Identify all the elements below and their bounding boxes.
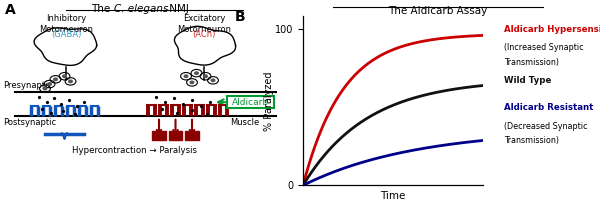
X-axis label: Time: Time [380,191,406,201]
Y-axis label: % Paralyzed: % Paralyzed [263,71,274,131]
Text: (Increased Synaptic: (Increased Synaptic [504,43,584,52]
Circle shape [204,75,208,77]
Text: Aldicarb Hypersensitive: Aldicarb Hypersensitive [504,25,600,34]
Text: (GABA): (GABA) [51,30,81,39]
Text: The: The [91,4,114,14]
Circle shape [54,78,58,81]
Text: B: B [235,10,245,24]
Circle shape [63,75,67,77]
Circle shape [43,87,47,90]
Text: C. elegans: C. elegans [114,4,169,14]
Bar [152,131,166,140]
Text: Hypercontraction → Paralysis: Hypercontraction → Paralysis [73,146,197,155]
Text: Excitatory
Motorneuron: Excitatory Motorneuron [177,14,231,34]
Text: The Aldicarb Assay: The Aldicarb Assay [388,6,488,16]
Bar [169,131,182,140]
Text: Wild Type: Wild Type [504,76,551,85]
Text: Aldicarb Resistant: Aldicarb Resistant [504,103,593,112]
Text: Aldicarb: Aldicarb [232,98,269,107]
Circle shape [194,72,198,74]
Circle shape [69,80,73,83]
Text: Muscle: Muscle [230,118,259,127]
Circle shape [190,81,194,84]
Polygon shape [34,28,97,65]
Text: (ACh): (ACh) [193,30,215,39]
Text: (Decreased Synaptic: (Decreased Synaptic [504,122,587,131]
Text: Inhibitory
Motorneuron: Inhibitory Motorneuron [39,14,93,34]
Text: Postsynaptic: Postsynaptic [3,118,56,127]
Bar [185,131,199,140]
FancyBboxPatch shape [227,96,274,108]
Text: A: A [5,3,15,17]
Text: Presynaptic: Presynaptic [3,81,52,90]
Circle shape [184,75,188,77]
Polygon shape [175,26,236,65]
Circle shape [211,79,215,82]
Circle shape [48,83,52,85]
Text: Transmission): Transmission) [504,58,559,67]
Text: NMJ: NMJ [167,4,190,14]
Text: Transmission): Transmission) [504,136,559,145]
